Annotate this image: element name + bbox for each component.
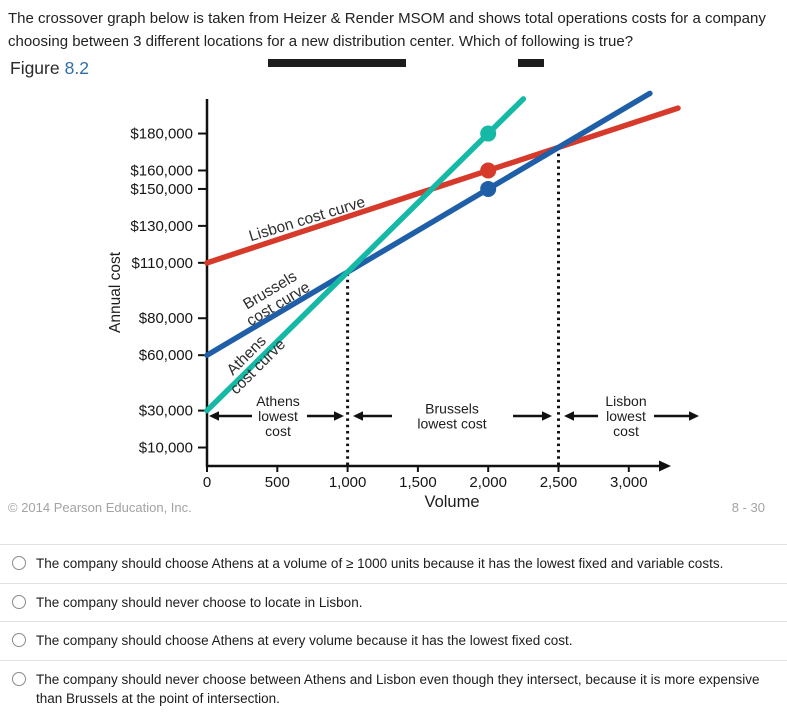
copyright-notice: © 2014 Pearson Education, Inc. bbox=[8, 500, 192, 515]
option-label: The company should never choose between … bbox=[36, 671, 760, 707]
x-tick-label: 2,000 bbox=[469, 474, 507, 491]
brussels-cost-line bbox=[204, 90, 653, 358]
option-label: The company should choose Athens at a vo… bbox=[36, 556, 724, 571]
region-arrow-head bbox=[542, 411, 552, 421]
y-tick-label: $150,000 bbox=[130, 181, 193, 198]
athens-marker-dot bbox=[480, 125, 497, 142]
x-tick-label: 0 bbox=[203, 474, 211, 491]
svg-text:Annual cost: Annual cost bbox=[107, 251, 124, 333]
answer-options-list: The company should choose Athens at a vo… bbox=[0, 544, 787, 718]
lisbon-cost-line bbox=[204, 105, 681, 266]
y-tick-label: $80,000 bbox=[139, 310, 193, 327]
answer-option-4[interactable]: The company should never choose between … bbox=[0, 659, 787, 718]
region-label: lowest bbox=[258, 408, 298, 424]
figure-label: Figure 8.2 bbox=[10, 58, 89, 79]
cropped-heading-fragment bbox=[268, 59, 406, 67]
figure-label-prefix: Figure bbox=[10, 58, 60, 78]
region-arrow-head bbox=[689, 411, 699, 421]
y-tick-label: $60,000 bbox=[139, 347, 193, 364]
option-label: The company should never choose to locat… bbox=[36, 594, 363, 610]
radio-button[interactable] bbox=[12, 633, 26, 648]
y-tick-label: $10,000 bbox=[139, 440, 193, 457]
slide-page-number: 8 - 30 bbox=[731, 500, 765, 515]
region-label: cost bbox=[613, 423, 639, 439]
series-label: Lisbon cost curve bbox=[247, 194, 367, 246]
region-label: cost bbox=[265, 423, 291, 439]
region-arrow-head bbox=[334, 411, 344, 421]
answer-option-3[interactable]: The company should choose Athens at ever… bbox=[0, 621, 787, 660]
x-tick-label: 2,500 bbox=[540, 474, 578, 491]
y-tick-label: $130,000 bbox=[130, 218, 193, 235]
lisbon-marker-dot bbox=[480, 162, 497, 179]
x-axis-title: Volume bbox=[424, 493, 479, 511]
region-label: Brussels bbox=[425, 401, 479, 417]
y-tick-label: $30,000 bbox=[139, 403, 193, 420]
brussels-marker-dot bbox=[480, 180, 497, 197]
cropped-heading-fragment bbox=[518, 59, 544, 67]
y-axis-title: Annual cost bbox=[107, 251, 124, 333]
question-text: The crossover graph below is taken from … bbox=[8, 10, 766, 50]
answer-option-2[interactable]: The company should never choose to locat… bbox=[0, 582, 787, 622]
x-tick-label: 3,000 bbox=[610, 474, 648, 491]
region-label: Lisbon bbox=[605, 393, 646, 409]
figure-container: Figure 8.2 $10,000 $30,000 $60,000 $80,000 $1… bbox=[0, 54, 787, 516]
x-tick-label: 1,000 bbox=[329, 474, 367, 491]
x-tick-label: 500 bbox=[265, 474, 290, 491]
region-arrow-head bbox=[353, 411, 363, 421]
x-axis-arrow bbox=[659, 460, 671, 472]
radio-button[interactable] bbox=[12, 594, 26, 609]
crossover-chart: $10,000 $30,000 $60,000 $80,000 $110,000 $130… bbox=[107, 59, 699, 511]
region-arrow-head bbox=[564, 411, 574, 421]
radio-button[interactable] bbox=[12, 671, 26, 686]
region-label: Athens bbox=[256, 393, 300, 409]
figure-number: 8.2 bbox=[64, 58, 89, 78]
answer-option-1[interactable]: The company should choose Athens at a vo… bbox=[0, 544, 787, 583]
region-arrow-head bbox=[209, 411, 219, 421]
y-tick-label: $110,000 bbox=[132, 255, 193, 272]
option-label: The company should choose Athens at ever… bbox=[36, 633, 573, 649]
svg-text:Lisbon cost curve: Lisbon cost curve bbox=[247, 194, 367, 246]
x-tick-label: 1,500 bbox=[399, 474, 437, 491]
region-label: lowest bbox=[606, 408, 646, 424]
y-tick-label: $160,000 bbox=[130, 162, 193, 179]
athens-cost-line bbox=[204, 96, 527, 414]
region-label: lowest cost bbox=[417, 416, 486, 432]
radio-button[interactable] bbox=[12, 556, 26, 570]
y-tick-label: $180,000 bbox=[130, 126, 193, 143]
